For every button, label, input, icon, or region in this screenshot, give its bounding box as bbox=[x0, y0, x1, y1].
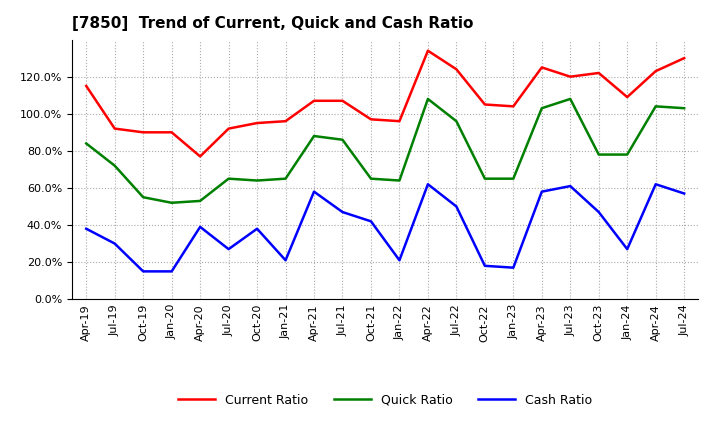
Quick Ratio bbox=[110, 163, 119, 169]
Cash Ratio bbox=[82, 226, 91, 231]
Quick Ratio bbox=[139, 194, 148, 200]
Quick Ratio bbox=[480, 176, 489, 181]
Cash Ratio bbox=[595, 209, 603, 215]
Quick Ratio bbox=[196, 198, 204, 204]
Current Ratio bbox=[167, 130, 176, 135]
Cash Ratio bbox=[452, 204, 461, 209]
Cash Ratio bbox=[423, 182, 432, 187]
Quick Ratio bbox=[566, 96, 575, 102]
Current Ratio bbox=[310, 98, 318, 103]
Cash Ratio bbox=[509, 265, 518, 270]
Current Ratio bbox=[623, 95, 631, 100]
Quick Ratio bbox=[537, 106, 546, 111]
Cash Ratio bbox=[196, 224, 204, 230]
Current Ratio bbox=[196, 154, 204, 159]
Cash Ratio bbox=[338, 209, 347, 215]
Current Ratio bbox=[82, 83, 91, 88]
Current Ratio bbox=[480, 102, 489, 107]
Cash Ratio bbox=[225, 246, 233, 252]
Line: Current Ratio: Current Ratio bbox=[86, 51, 684, 156]
Cash Ratio bbox=[652, 182, 660, 187]
Current Ratio bbox=[366, 117, 375, 122]
Cash Ratio bbox=[680, 191, 688, 196]
Quick Ratio bbox=[366, 176, 375, 181]
Quick Ratio bbox=[225, 176, 233, 181]
Quick Ratio bbox=[395, 178, 404, 183]
Current Ratio bbox=[566, 74, 575, 79]
Cash Ratio bbox=[282, 258, 290, 263]
Cash Ratio bbox=[366, 219, 375, 224]
Current Ratio bbox=[225, 126, 233, 131]
Current Ratio bbox=[282, 118, 290, 124]
Cash Ratio bbox=[310, 189, 318, 194]
Quick Ratio bbox=[509, 176, 518, 181]
Current Ratio bbox=[680, 55, 688, 61]
Quick Ratio bbox=[452, 118, 461, 124]
Cash Ratio bbox=[395, 258, 404, 263]
Quick Ratio bbox=[423, 96, 432, 102]
Quick Ratio bbox=[680, 106, 688, 111]
Current Ratio bbox=[423, 48, 432, 53]
Quick Ratio bbox=[338, 137, 347, 143]
Cash Ratio bbox=[537, 189, 546, 194]
Quick Ratio bbox=[167, 200, 176, 205]
Quick Ratio bbox=[310, 133, 318, 139]
Current Ratio bbox=[395, 118, 404, 124]
Line: Quick Ratio: Quick Ratio bbox=[86, 99, 684, 203]
Quick Ratio bbox=[652, 104, 660, 109]
Current Ratio bbox=[139, 130, 148, 135]
Legend: Current Ratio, Quick Ratio, Cash Ratio: Current Ratio, Quick Ratio, Cash Ratio bbox=[173, 389, 598, 411]
Quick Ratio bbox=[253, 178, 261, 183]
Quick Ratio bbox=[282, 176, 290, 181]
Cash Ratio bbox=[480, 263, 489, 268]
Quick Ratio bbox=[623, 152, 631, 157]
Cash Ratio bbox=[566, 183, 575, 189]
Current Ratio bbox=[110, 126, 119, 131]
Cash Ratio bbox=[253, 226, 261, 231]
Current Ratio bbox=[509, 104, 518, 109]
Current Ratio bbox=[253, 121, 261, 126]
Current Ratio bbox=[595, 70, 603, 76]
Quick Ratio bbox=[82, 141, 91, 146]
Quick Ratio bbox=[595, 152, 603, 157]
Line: Cash Ratio: Cash Ratio bbox=[86, 184, 684, 271]
Cash Ratio bbox=[139, 269, 148, 274]
Cash Ratio bbox=[623, 246, 631, 252]
Cash Ratio bbox=[167, 269, 176, 274]
Cash Ratio bbox=[110, 241, 119, 246]
Current Ratio bbox=[338, 98, 347, 103]
Current Ratio bbox=[652, 69, 660, 74]
Current Ratio bbox=[537, 65, 546, 70]
Text: [7850]  Trend of Current, Quick and Cash Ratio: [7850] Trend of Current, Quick and Cash … bbox=[72, 16, 473, 32]
Current Ratio bbox=[452, 66, 461, 72]
